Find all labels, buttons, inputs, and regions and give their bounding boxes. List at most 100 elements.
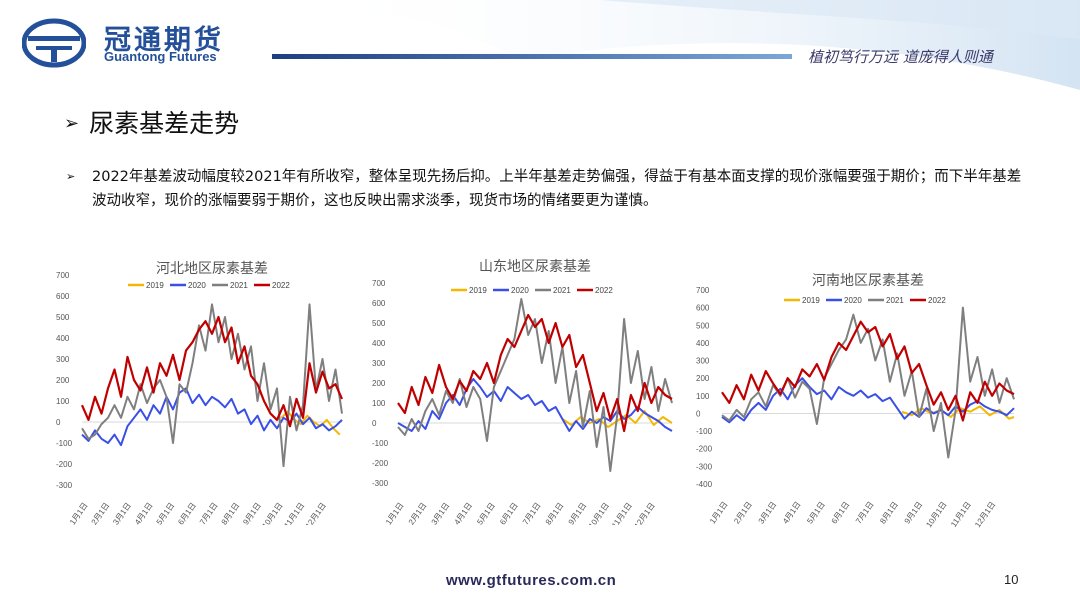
chart-title: 河南地区尿素基差 (812, 272, 924, 289)
brand-name-en: Guantong Futures (104, 49, 217, 64)
y-tick-label: -400 (696, 480, 713, 489)
x-tick-label: 9月1日 (903, 500, 925, 526)
series-line-2021 (81, 303, 343, 468)
x-tick-label: 2月1日 (732, 500, 754, 526)
y-tick-label: -300 (372, 479, 389, 488)
x-tick-label: 12月1日 (304, 501, 328, 525)
y-tick-label: 500 (372, 319, 386, 328)
legend-label: 2019 (469, 286, 487, 295)
x-tick-label: 11月1日 (949, 500, 973, 529)
x-tick-label: 1月1日 (68, 501, 90, 525)
x-tick-label: 8月1日 (220, 501, 242, 525)
slogan: 植初笃行万远 道庞得人则通 (808, 48, 993, 66)
x-tick-label: 8月1日 (878, 500, 900, 526)
y-tick-label: 700 (696, 286, 710, 295)
y-tick-label: 600 (696, 304, 710, 313)
series-line-2022 (80, 315, 344, 428)
bullet-arrow-icon: ➢ (64, 113, 80, 134)
x-tick-label: 7月1日 (521, 501, 543, 525)
header-background-swoosh (300, 0, 1080, 90)
x-tick-label: 3月1日 (757, 500, 779, 526)
y-tick-label: 700 (372, 279, 386, 288)
y-tick-label: 600 (56, 292, 70, 301)
x-tick-label: 3月1日 (111, 501, 133, 525)
series-line-2021 (721, 306, 1015, 459)
y-tick-label: 300 (56, 355, 70, 364)
y-tick-label: 100 (372, 399, 386, 408)
chart-shandong: 山东地区尿素基差 2019 2020 2021 2022 -300 -200 -100 0 100… (372, 258, 673, 525)
y-tick-label: -200 (56, 460, 73, 469)
y-tick-label: 0 (696, 409, 701, 418)
x-tick-label: 12月1日 (973, 500, 997, 529)
legend-label: 2021 (553, 286, 571, 295)
y-tick-label: 700 (56, 271, 70, 280)
footer-url[interactable]: www.gtfutures.com.cn (446, 572, 617, 589)
y-tick-label: 100 (696, 392, 710, 401)
chart-title: 山东地区尿素基差 (479, 258, 591, 275)
x-tick-label: 10月1日 (260, 501, 284, 525)
chart-henan: 河南地区尿素基差 2019 2020 2021 2022 -400 -300 -200 -100… (696, 272, 1015, 529)
series-line-2021 (397, 298, 673, 472)
bullet-arrow-icon: ➢ (66, 170, 76, 183)
chart-title: 河北地区尿素基差 (156, 260, 268, 277)
x-tick-label: 3月1日 (430, 501, 452, 525)
legend-label: 2021 (886, 296, 904, 305)
company-logo-icon (22, 18, 86, 68)
slide-title-text: 尿素基差走势 (89, 109, 240, 138)
y-tick-label: 400 (56, 334, 70, 343)
legend-label: 2022 (928, 296, 946, 305)
x-tick-label: 5月1日 (805, 500, 827, 526)
x-tick-label: 2月1日 (90, 501, 112, 525)
series-line-2022 (397, 313, 673, 433)
x-tick-label: 1月1日 (708, 500, 730, 526)
x-tick-label: 2月1日 (407, 501, 429, 525)
y-tick-label: 200 (56, 376, 70, 385)
y-tick-label: 500 (696, 321, 710, 330)
x-tick-label: 10月1日 (924, 500, 948, 529)
x-tick-label: 8月1日 (544, 501, 566, 525)
x-tick-label: 4月1日 (133, 501, 155, 525)
x-tick-label: 12月1日 (633, 501, 657, 525)
brand-name-cn: 冠通期货 (104, 25, 224, 56)
y-tick-label: 0 (372, 419, 377, 428)
y-tick-label: 200 (372, 379, 386, 388)
y-tick-label: 100 (56, 397, 70, 406)
legend-label: 2020 (844, 296, 862, 305)
x-tick-label: 9月1日 (241, 501, 263, 525)
x-tick-label: 1月1日 (384, 501, 406, 525)
legend-label: 2019 (146, 281, 164, 290)
legend-label: 2022 (272, 281, 290, 290)
summary-text: 2022年基差波动幅度较2021年有所收窄，整体呈现先扬后抑。上半年基差走势偏强… (92, 169, 1022, 209)
x-tick-label: 11月1日 (610, 501, 634, 525)
x-tick-label: 5月1日 (475, 501, 497, 525)
y-tick-label: 200 (696, 374, 710, 383)
summary-paragraph: ➢ 2022年基差波动幅度较2021年有所收窄，整体呈现先扬后抑。上半年基差走势… (66, 165, 1026, 213)
y-tick-label: 400 (372, 339, 386, 348)
y-tick-label: -100 (372, 439, 389, 448)
series-line-2020 (721, 377, 1015, 424)
y-tick-label: 500 (56, 313, 70, 322)
x-tick-label: 5月1日 (155, 501, 177, 525)
page-number: 10 (1004, 572, 1019, 587)
series-line-2022 (721, 320, 1015, 422)
y-tick-label: -200 (372, 459, 389, 468)
x-tick-label: 7月1日 (854, 500, 876, 526)
slide-title: ➢ 尿素基差走势 (64, 104, 239, 140)
x-tick-label: 4月1日 (781, 500, 803, 526)
y-tick-label: 300 (696, 357, 710, 366)
header-divider-bar (272, 54, 792, 59)
legend-label: 2019 (802, 296, 820, 305)
y-tick-label: 0 (56, 418, 61, 427)
y-tick-label: 600 (372, 299, 386, 308)
x-tick-label: 4月1日 (452, 501, 474, 525)
x-tick-label: 9月1日 (567, 501, 589, 525)
x-tick-label: 10月1日 (587, 501, 611, 525)
legend-label: 2020 (511, 286, 529, 295)
x-tick-label: 6月1日 (176, 501, 198, 525)
legend-label: 2022 (595, 286, 613, 295)
y-tick-label: -200 (696, 445, 713, 454)
y-tick-label: 400 (696, 339, 710, 348)
chart-hebei: 河北地区尿素基差 2019 2020 2021 2022 -300 -200 -100 0 100… (56, 260, 344, 525)
series-line-2020 (81, 387, 343, 447)
y-tick-label: -300 (56, 481, 73, 490)
